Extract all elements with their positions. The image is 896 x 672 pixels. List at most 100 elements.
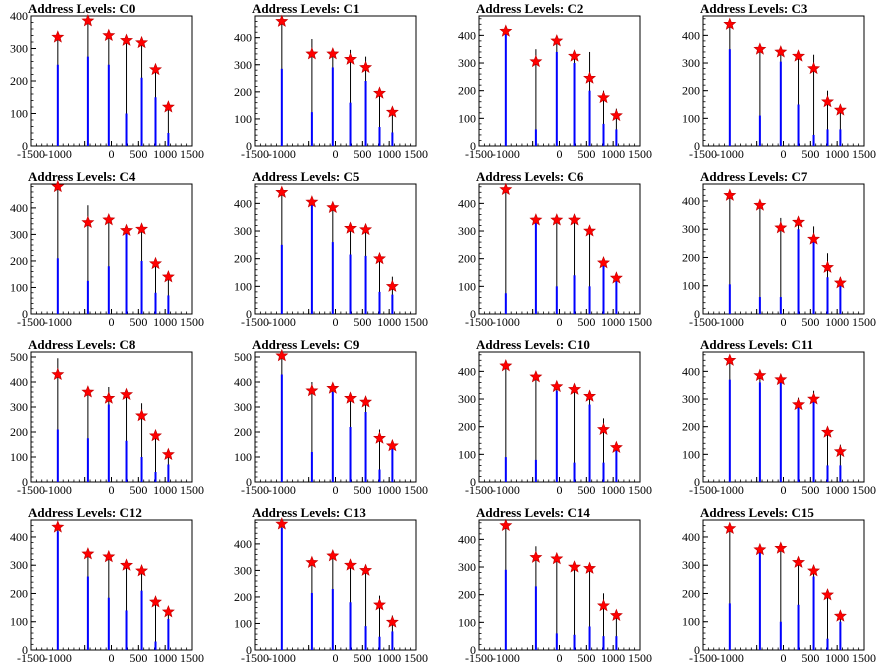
histogram-spike-fill	[154, 641, 157, 650]
peak-star-marker	[149, 595, 162, 608]
histogram-spike-fill	[504, 569, 507, 650]
histogram-chart: Address Levels: C0 0 100 200 300 400 -1500-100…	[10, 1, 204, 161]
histogram-spike-fill	[534, 222, 537, 314]
peak-star-marker	[385, 279, 399, 292]
x-tick-label: -1500	[17, 483, 45, 497]
x-tick-label: 500	[353, 315, 371, 329]
peak-star-marker	[792, 555, 806, 568]
histogram-spike-fill	[86, 56, 89, 146]
x-tick-label: 1000	[153, 315, 177, 329]
peak-star-marker	[774, 541, 788, 554]
histogram-chart: Address Levels: C4 0 100 200 300 400 -1500-100…	[10, 169, 204, 329]
peak-star-marker	[149, 428, 162, 442]
peak-star-marker	[81, 385, 95, 398]
peak-star-marker	[753, 198, 767, 211]
peak-star-marker	[753, 42, 767, 55]
x-tick-label: 0	[109, 147, 115, 161]
x-tick-label: -1500	[689, 147, 717, 161]
y-tick-label: 400	[458, 196, 476, 210]
y-tick-label: 100	[234, 112, 252, 126]
histogram-spike-fill	[154, 472, 157, 482]
histogram-panel-c11: Address Levels: C11 0 100 200 300 400 -1500 -10…	[672, 336, 896, 504]
x-tick-label: 500	[577, 315, 595, 329]
x-tick-label: 1500	[180, 315, 204, 329]
x-tick-label: -1000	[268, 651, 296, 665]
peak-star-marker	[568, 49, 582, 62]
histogram-chart: Address Levels: C10 0 100 200 300 400 -1500-10…	[458, 337, 652, 497]
histogram-spike-fill	[839, 621, 842, 650]
x-tick-label: 0	[109, 315, 115, 329]
histogram-spike-fill	[812, 237, 815, 314]
x-tick-label: 1000	[825, 315, 849, 329]
histogram-spike-fill	[779, 621, 782, 650]
histogram-spike-fill	[331, 242, 334, 314]
x-tick-label: 500	[577, 651, 595, 665]
plot-frame	[254, 519, 417, 651]
chart-title: Address Levels: C14	[476, 505, 590, 520]
histogram-spike-fill	[125, 610, 128, 650]
x-tick-label: 500	[353, 651, 371, 665]
peak-star-marker	[499, 24, 513, 37]
histogram-panel-c13: Address Levels: C13 0 100 200 300 400 -1500 -10…	[224, 504, 448, 672]
histogram-spike-fill	[504, 457, 507, 482]
y-tick-label: 0	[22, 307, 28, 321]
histogram-spike-fill	[167, 464, 170, 482]
x-tick-label: 500	[577, 483, 595, 497]
x-tick-label: 1500	[404, 315, 428, 329]
histogram-spike-fill	[391, 132, 394, 146]
peak-star-marker	[597, 256, 610, 269]
peak-star-marker	[597, 598, 610, 612]
peak-star-marker	[792, 215, 806, 228]
y-tick-label: 300	[234, 400, 252, 414]
x-tick-label: 0	[781, 315, 787, 329]
peak-star-marker	[792, 49, 806, 62]
peak-star-marker	[305, 47, 319, 60]
histogram-spike-fill	[812, 134, 815, 146]
peak-star-marker	[529, 54, 543, 68]
x-tick-label: 0	[109, 483, 115, 497]
histogram-spike-fill	[331, 588, 334, 650]
peak-star-marker	[792, 397, 806, 411]
x-tick-label: -1000	[268, 147, 296, 161]
histogram-chart: Address Levels: C12 0 100 200 300 400 -1500-10…	[10, 505, 204, 665]
x-tick-label: -1500	[689, 315, 717, 329]
x-tick-label: -1000	[716, 651, 744, 665]
histogram-spike-fill	[588, 286, 591, 314]
histogram-spike-fill	[140, 77, 143, 146]
peak-star-marker	[385, 105, 399, 118]
x-tick-label: 1000	[153, 483, 177, 497]
chart-title: Address Levels: C10	[476, 337, 590, 352]
histogram-chart: Address Levels: C7 0 100 200 300 400 -1500-100…	[682, 169, 876, 329]
histogram-spike-fill	[86, 280, 89, 314]
y-tick-label: 200	[10, 254, 28, 268]
peak-star-marker	[583, 224, 597, 237]
histogram-panel-c1: Address Levels: C1 0 100 200 300 400 -1500 -100…	[224, 0, 448, 168]
histogram-spike-fill	[779, 61, 782, 146]
histogram-spike-fill	[364, 412, 367, 482]
y-tick-label: 100	[234, 279, 252, 293]
peak-star-marker	[568, 560, 582, 573]
x-tick-label: -1500	[241, 147, 269, 161]
plot-frame	[702, 15, 865, 147]
histogram-chart: Address Levels: C14 0 100 200 300 400 -1500-10…	[458, 505, 652, 665]
histogram-spike-fill	[728, 49, 731, 146]
x-tick-label: 1500	[628, 147, 652, 161]
peak-star-marker	[385, 438, 399, 452]
peak-star-marker	[385, 615, 399, 628]
y-tick-label: 100	[234, 450, 252, 464]
histogram-spike-fill	[391, 631, 394, 650]
peak-star-marker	[161, 100, 175, 113]
histogram-spike-fill	[573, 634, 576, 650]
x-tick-label: -1000	[268, 315, 296, 329]
histogram-spike-fill	[588, 626, 591, 650]
histogram-chart: Address Levels: C9 0 100 200 300 400 500 -1500-…	[234, 337, 428, 497]
x-tick-label: 500	[801, 483, 819, 497]
y-tick-label: 400	[682, 28, 700, 42]
peak-star-marker	[326, 381, 340, 394]
x-tick-label: -1000	[44, 147, 72, 161]
y-tick-label: 300	[458, 560, 476, 574]
histogram-spike-fill	[86, 576, 89, 650]
y-tick-label: 100	[682, 279, 700, 293]
histogram-spike-fill	[310, 203, 313, 314]
y-tick-label: 400	[234, 31, 252, 45]
